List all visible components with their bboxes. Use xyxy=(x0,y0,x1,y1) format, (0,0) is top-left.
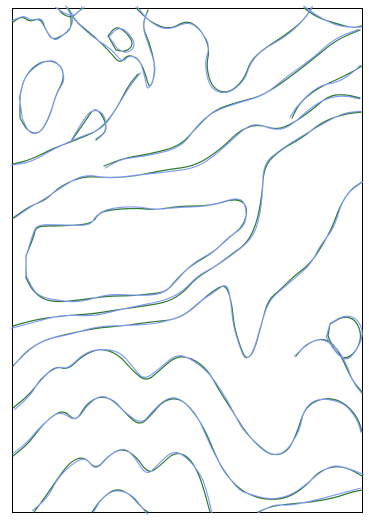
contour-central-ridge-blue-line xyxy=(25,198,247,303)
contour-band-2-green-line xyxy=(103,29,361,167)
contour-band-8-blue-line xyxy=(31,448,213,514)
contour-left-island-blue-line xyxy=(18,60,65,135)
contour-right-mid-arc-green-line xyxy=(291,65,363,119)
contour-band-5-blue-line xyxy=(14,181,364,365)
contour-band-3-blue-line xyxy=(13,95,361,219)
contour-bottom-inner-blue-line xyxy=(93,490,148,515)
contour-bottom-inner-green-line xyxy=(91,489,149,513)
contour-right-mid-arc-blue-line xyxy=(289,64,361,118)
contour-right-bulge-blue-line xyxy=(325,315,363,360)
contour-top-small-peak-blue-line xyxy=(54,5,83,16)
contour-band-1-blue-line xyxy=(10,72,141,166)
contour-left-dip-blue-line xyxy=(70,110,107,141)
contour-band-6-blue-line xyxy=(14,348,362,455)
contour-small-island-blue-line xyxy=(108,27,135,53)
blue-contour-layer xyxy=(10,5,365,515)
contour-upper-diagonal-blue-line xyxy=(65,5,156,89)
contour-small-island-green-line xyxy=(107,27,133,52)
contour-bottom-right-blue-line xyxy=(257,487,362,514)
map-frame-border xyxy=(12,8,363,513)
contour-top-center-branch-blue-line xyxy=(136,5,313,94)
contour-band-7-blue-line xyxy=(12,396,365,500)
contour-band-4-blue-line xyxy=(10,110,361,329)
contour-right-upper-blue-line xyxy=(303,5,362,28)
contour-right-lower-arc-blue-line xyxy=(293,339,363,394)
contour-band-2-blue-line xyxy=(104,28,360,169)
contour-top-left-hook-blue-line xyxy=(11,12,74,41)
contour-band-7-green-line xyxy=(12,396,363,500)
contour-band-6-green-line xyxy=(12,349,363,456)
